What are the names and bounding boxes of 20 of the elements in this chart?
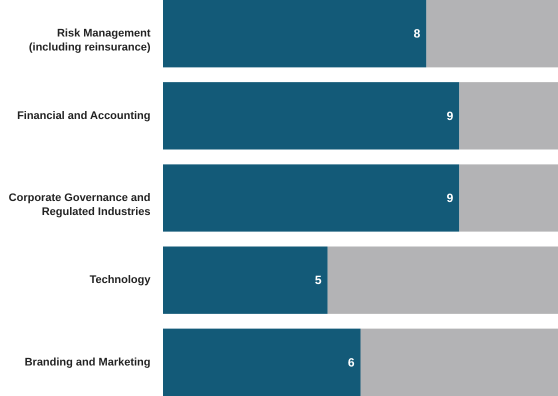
y-tick-label: Corporate Governance and Regulated Industries bbox=[8, 192, 150, 218]
bar bbox=[459, 164, 558, 232]
bar bbox=[163, 164, 460, 232]
bar bbox=[163, 246, 328, 314]
y-tick-label: Technology bbox=[90, 274, 152, 286]
y-tick-label: Branding and Marketing bbox=[24, 356, 150, 368]
y-tick-label: Risk Management (including reinsurance) bbox=[28, 28, 151, 54]
bar bbox=[163, 0, 426, 68]
bar bbox=[459, 82, 558, 150]
bar bbox=[163, 328, 360, 396]
data-label: 9 bbox=[446, 108, 454, 123]
bar bbox=[163, 82, 460, 150]
data-label: 6 bbox=[348, 355, 355, 370]
data-label: 5 bbox=[314, 273, 322, 288]
data-label: 9 bbox=[446, 191, 454, 205]
y-tick-label: Financial and Accounting bbox=[17, 110, 150, 122]
data-label: 8 bbox=[414, 26, 421, 41]
bar bbox=[328, 246, 558, 314]
bar bbox=[426, 0, 558, 68]
bar bbox=[360, 328, 558, 396]
